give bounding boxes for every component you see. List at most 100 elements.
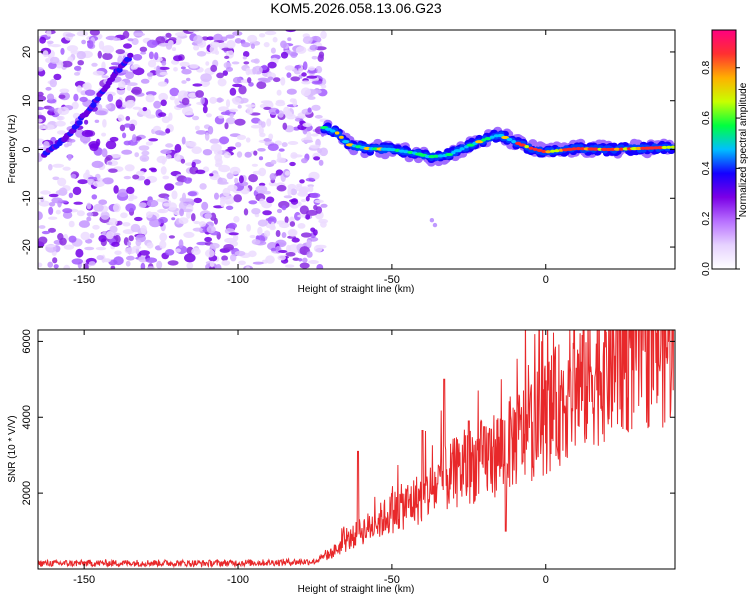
noise-blob [160, 166, 167, 175]
noise-blob [306, 239, 312, 248]
noise-blob [265, 217, 275, 222]
noise-blob [191, 213, 196, 222]
isolated-blob [429, 218, 435, 223]
noise-blob [225, 34, 235, 39]
noise-blob [146, 199, 159, 208]
noise-blob [109, 136, 119, 142]
noise-blob [266, 118, 272, 127]
x-tick-label: -150 [73, 274, 95, 286]
noise-blob [125, 203, 136, 212]
noise-blob [89, 30, 100, 36]
noise-blob [177, 90, 189, 100]
noise-blob [39, 36, 46, 44]
noise-blob [313, 204, 318, 211]
noise-blob [38, 225, 46, 229]
noise-blob [248, 250, 257, 258]
noise-blob [181, 97, 190, 106]
noise-blob [91, 160, 104, 168]
noise-blob [121, 149, 133, 155]
noise-blob [158, 112, 167, 117]
noise-blob [188, 92, 197, 98]
noise-blob [88, 176, 98, 180]
noise-blob [47, 261, 53, 268]
noise-blob [72, 186, 82, 196]
noise-blob [308, 260, 319, 264]
noise-blob [241, 42, 251, 48]
noise-blob [230, 254, 237, 262]
noise-blob [227, 184, 238, 192]
noise-blob [106, 231, 114, 240]
noise-blob [235, 142, 242, 148]
noise-blob [87, 40, 94, 49]
noise-blob [91, 62, 98, 67]
noise-blob [225, 200, 231, 205]
noise-blob [112, 37, 121, 42]
noise-blob [132, 174, 140, 180]
noise-blob [194, 125, 200, 131]
signal-core-blob [489, 135, 495, 139]
noise-blob [84, 119, 89, 125]
noise-blob [154, 52, 159, 61]
noise-blob [92, 70, 105, 76]
noise-blob [187, 30, 200, 33]
noise-blob [128, 235, 134, 242]
noise-blob [193, 35, 203, 44]
noise-blob [73, 93, 79, 102]
noise-blob [57, 106, 70, 116]
noise-blob [147, 266, 155, 269]
noise-blob [178, 201, 187, 211]
noise-blob [63, 264, 71, 269]
noise-blob [179, 61, 190, 67]
noise-blob [133, 32, 146, 37]
alias-track-blob [116, 67, 123, 73]
noise-blob [96, 255, 104, 261]
noise-blob [206, 36, 215, 41]
noise-blob [38, 200, 50, 207]
noise-blob [156, 198, 168, 202]
signal-core-blob [501, 135, 509, 140]
noise-blob [38, 67, 44, 72]
noise-blob [270, 247, 277, 252]
noise-blob [313, 244, 323, 253]
noise-blob [225, 205, 234, 210]
alias-track-blob [127, 52, 134, 59]
noise-blob [38, 211, 43, 221]
noise-blob [265, 255, 275, 264]
noise-blob [52, 176, 60, 181]
noise-blob [48, 193, 59, 198]
noise-blob [290, 188, 298, 196]
noise-blob [302, 61, 308, 71]
noise-blob [280, 77, 286, 86]
noise-blob [173, 152, 181, 161]
noise-blob [275, 101, 286, 107]
noise-blob [169, 96, 176, 101]
x-tick-label: -50 [384, 574, 400, 586]
noise-blob [270, 47, 276, 54]
noise-blob [130, 64, 138, 70]
noise-blob [98, 199, 108, 205]
noise-blob [48, 227, 56, 233]
noise-blob [181, 136, 186, 145]
noise-blob [102, 52, 113, 61]
noise-blob [226, 172, 234, 180]
noise-blob [58, 187, 68, 196]
noise-blob [232, 31, 243, 36]
noise-blob [201, 201, 209, 211]
noise-blob [146, 39, 158, 48]
noise-blob [83, 263, 89, 269]
noise-blob [124, 164, 135, 172]
noise-blob [193, 220, 201, 225]
noise-blob [298, 187, 308, 196]
noise-blob [196, 51, 207, 57]
noise-blob [65, 33, 76, 37]
noise-blob [258, 33, 266, 38]
figure-title: KOM5.2026.058.13.06.G23 [270, 0, 441, 16]
noise-blob [123, 123, 132, 128]
noise-blob [206, 225, 216, 234]
noise-blob [309, 144, 321, 149]
noise-blob [267, 61, 277, 69]
noise-blob [290, 198, 299, 205]
noise-blob [278, 148, 285, 152]
noise-blob [48, 106, 55, 112]
noise-blob [135, 239, 142, 247]
